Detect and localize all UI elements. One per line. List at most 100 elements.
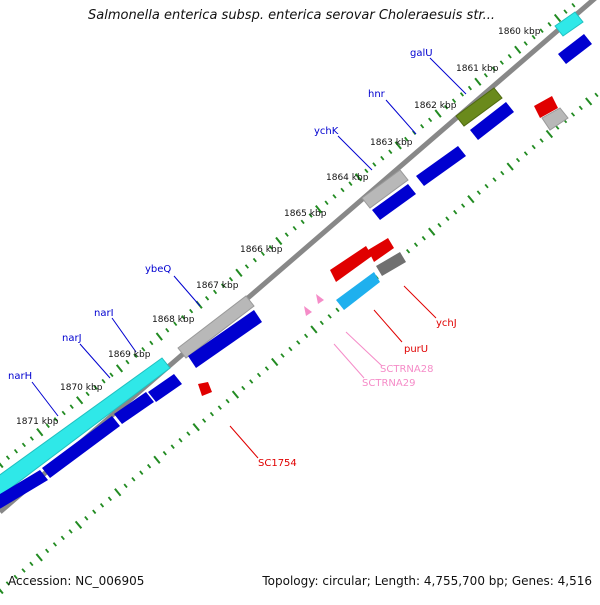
- scale-tick: [555, 125, 560, 130]
- scale-tick: [92, 509, 97, 515]
- gene-label[interactable]: narI: [94, 308, 114, 319]
- gene-purU-feature[interactable]: [330, 246, 372, 282]
- gene-feature-blue-6[interactable]: [372, 184, 416, 220]
- scale-tick: [461, 203, 466, 208]
- gene-narI-feature[interactable]: [148, 374, 182, 402]
- gene-label[interactable]: SCTRNA29: [362, 378, 415, 389]
- scale-tick: [76, 396, 84, 405]
- gene-feature-darkgray[interactable]: [376, 252, 406, 276]
- gene-galU-feature[interactable]: [455, 87, 503, 127]
- scale-tick: [474, 77, 482, 86]
- gene-hnr-feature[interactable]: [416, 146, 466, 186]
- scale-tick: [445, 216, 450, 221]
- scale-tick: [84, 516, 89, 521]
- scale-tick: [107, 496, 112, 502]
- gene-SCTRNA29-feature[interactable]: [304, 306, 312, 316]
- scale-tick: [101, 378, 106, 384]
- ruler-label: 1869 kbp: [108, 350, 151, 360]
- scale-tick: [178, 437, 183, 443]
- scale-tick: [225, 398, 230, 404]
- scale-tick: [372, 162, 377, 167]
- scale-tick: [45, 548, 50, 554]
- scale-tick: [181, 315, 186, 320]
- gene-ychK-feature[interactable]: [361, 169, 409, 209]
- scale-tick: [451, 98, 457, 104]
- scale-tick: [507, 53, 512, 59]
- upper-features: [0, 11, 592, 510]
- scale-tick: [36, 427, 44, 437]
- scale-tick: [531, 34, 536, 40]
- scale-tick: [13, 574, 18, 580]
- gene-label[interactable]: hnr: [368, 89, 386, 100]
- gene-feature-red-right[interactable]: [534, 96, 558, 118]
- gene-ybeQ-feature[interactable]: [177, 295, 255, 359]
- scale-tick: [29, 436, 34, 441]
- scale-tick: [264, 366, 269, 371]
- scale-tick: [467, 195, 475, 204]
- gene-feature-cyan-top[interactable]: [554, 11, 584, 37]
- scale-tick: [523, 151, 528, 156]
- scale-tick: [35, 553, 43, 562]
- scale-tick: [467, 85, 473, 91]
- gene-narJ-feature[interactable]: [114, 392, 154, 424]
- genome-title: Salmonella enterica subsp. enterica sero…: [88, 8, 495, 23]
- scale-tick: [547, 22, 552, 27]
- lower-features: [198, 96, 558, 396]
- scale-tick: [340, 187, 345, 193]
- gene-label[interactable]: narJ: [62, 333, 82, 344]
- gene-feature-blue-5[interactable]: [188, 310, 262, 368]
- scale-tick: [380, 155, 385, 161]
- scale-tick: [109, 372, 114, 378]
- scale-tick: [308, 213, 313, 218]
- gene-label[interactable]: purU: [404, 344, 428, 355]
- scale-tick: [192, 423, 200, 432]
- scale-tick: [139, 470, 144, 475]
- gene-narH-feature[interactable]: [42, 416, 120, 478]
- ruler-label: 1864 kbp: [326, 173, 369, 183]
- gene-label[interactable]: ychK: [314, 126, 339, 137]
- scale-tick: [149, 340, 154, 346]
- scale-tick: [249, 379, 254, 384]
- gene-label[interactable]: SC1754: [258, 458, 297, 469]
- ruler-label: 1871 kbp: [16, 417, 59, 427]
- gene-ychJ-feature[interactable]: [368, 238, 394, 262]
- scale-tick: [125, 359, 130, 365]
- scale-tick: [217, 405, 222, 410]
- scale-tick: [220, 283, 226, 288]
- scale-tick: [205, 296, 210, 301]
- gene-feature-lightblue[interactable]: [336, 272, 380, 310]
- scale-tick: [288, 346, 293, 352]
- gene-label[interactable]: galU: [410, 48, 433, 59]
- scale-tick: [324, 200, 329, 206]
- scale-tick: [241, 385, 246, 391]
- scale-tick: [300, 219, 305, 225]
- scale-tick: [539, 138, 544, 143]
- scale-tick: [69, 404, 74, 409]
- scale-tick: [0, 588, 4, 595]
- accession-text: Accession: NC_006905: [8, 574, 145, 588]
- scale-tick: [578, 105, 583, 111]
- gene-label[interactable]: ybeQ: [145, 264, 171, 275]
- scale-tick: [491, 66, 496, 72]
- scale-tick: [244, 264, 249, 269]
- gene-feature-blue-8[interactable]: [470, 102, 514, 140]
- gene-label[interactable]: SCTRNA28: [380, 364, 433, 375]
- gene-feature-gray-right[interactable]: [541, 107, 569, 131]
- gene-feature-blue-1[interactable]: [0, 470, 48, 510]
- scale-tick: [141, 347, 146, 352]
- scale-tick: [284, 232, 289, 237]
- gene-feature-blue-9[interactable]: [558, 34, 592, 64]
- scale-tick: [60, 535, 65, 541]
- gene-SC1754-feature[interactable]: [198, 382, 212, 396]
- gene-narG-feature[interactable]: [0, 357, 171, 497]
- gene-label[interactable]: ychJ: [436, 318, 457, 329]
- scale-tick: [231, 390, 240, 399]
- scale-tick: [115, 364, 124, 373]
- scale-tick: [155, 332, 163, 341]
- scale-tick: [85, 391, 90, 397]
- gene-SCTRNA28-feature[interactable]: [316, 294, 324, 304]
- lower-gene-labels: ychJ purU SCTRNA28 SCTRNA29 SC1754: [258, 318, 457, 469]
- gene-label[interactable]: narH: [8, 371, 32, 382]
